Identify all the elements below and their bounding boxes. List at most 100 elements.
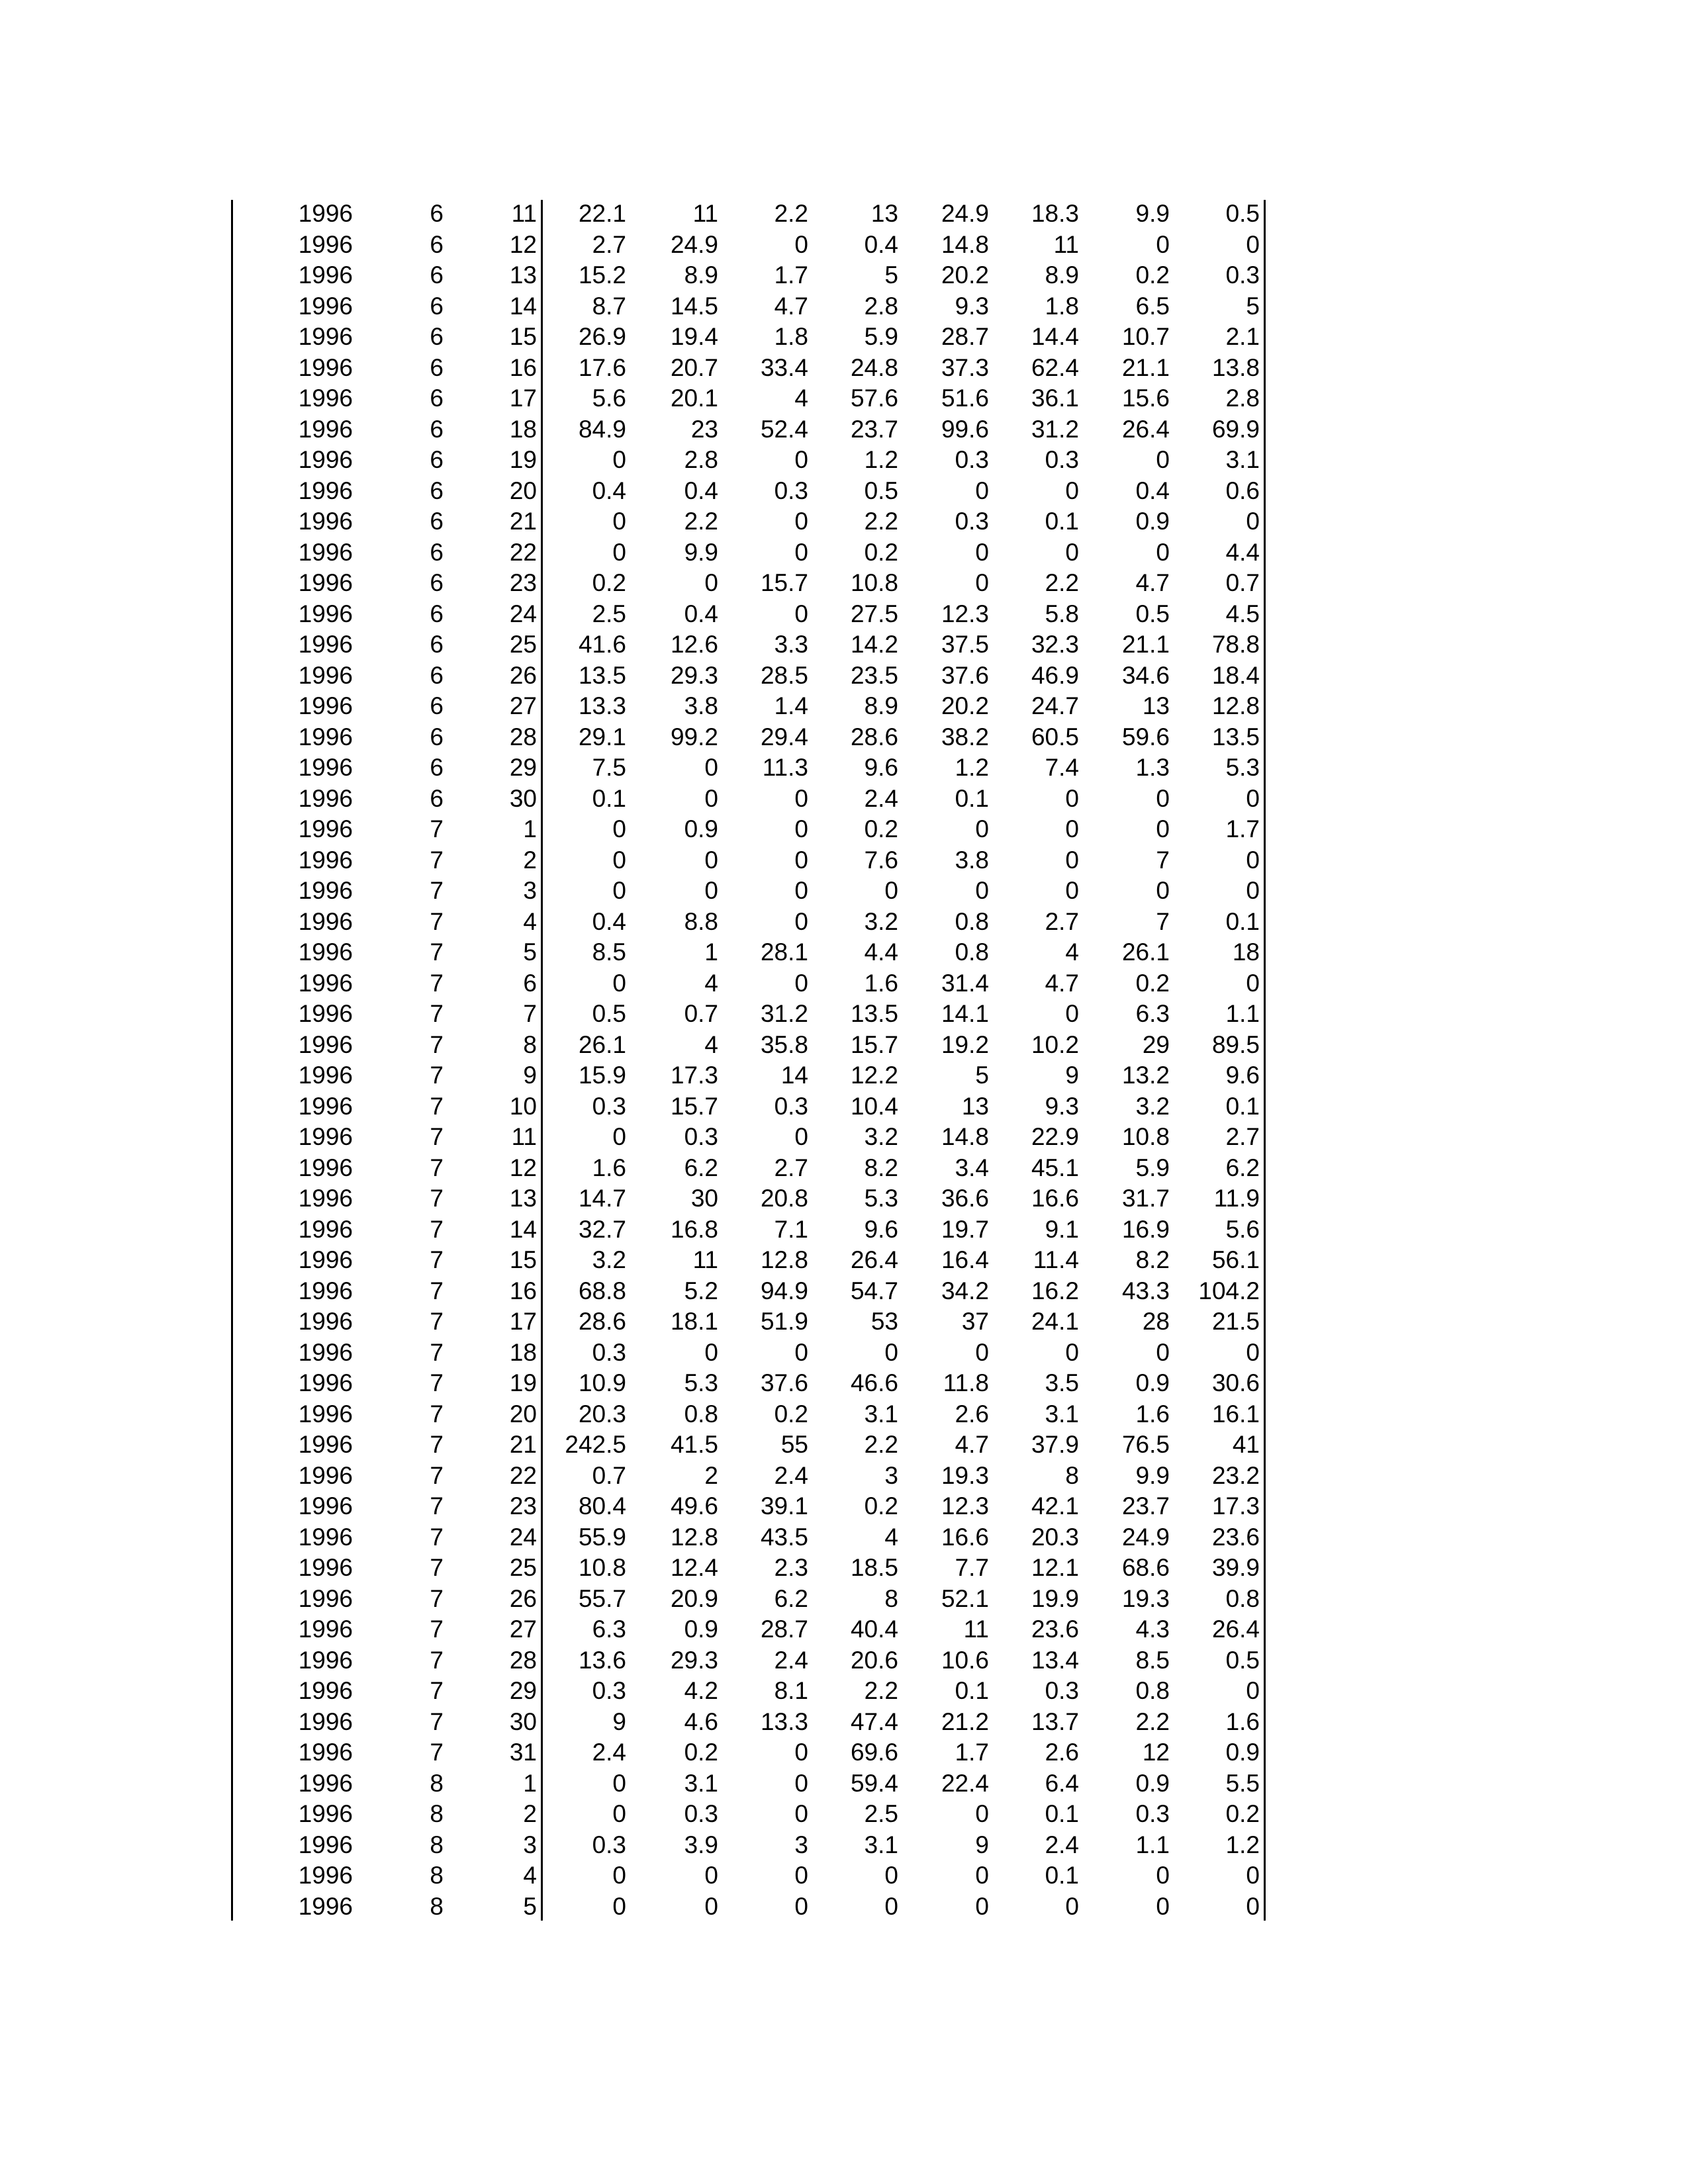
cell-year: 1996 (298, 1739, 353, 1766)
cell-day: 30 (509, 1707, 537, 1735)
cell-year: 1996 (298, 1215, 353, 1243)
cell-year: 1996 (298, 907, 353, 935)
cell-day: 29 (509, 1677, 537, 1704)
cell-value-1: 28.6 (578, 1308, 626, 1335)
cell-value-4: 0.2 (864, 538, 898, 566)
table-row: 1996 8 2 0 0.3 0 2.5 0 0.1 0.3 0.2 (0, 1799, 1688, 1830)
cell-value-4: 57.6 (850, 385, 898, 412)
cell-value-3: 12.8 (760, 1246, 808, 1273)
cell-month: 7 (430, 1431, 444, 1458)
cell-value-7: 24.9 (1121, 1523, 1170, 1551)
cell-value-8: 89.5 (1211, 1030, 1260, 1058)
cell-value-8: 0 (1246, 877, 1260, 904)
cell-value-8: 13.5 (1211, 723, 1260, 751)
cell-value-7: 10.7 (1121, 323, 1170, 350)
cell-value-1: 2.4 (592, 1739, 626, 1766)
cell-month: 6 (430, 508, 444, 535)
cell-value-2: 6.2 (684, 1154, 718, 1181)
cell-day: 28 (509, 1646, 537, 1674)
cell-value-7: 0 (1156, 446, 1170, 473)
cell-value-2: 0 (704, 1862, 718, 1889)
cell-value-8: 16.1 (1211, 1400, 1260, 1428)
cell-value-4: 53 (870, 1308, 898, 1335)
cell-day: 1 (523, 1769, 537, 1797)
cell-value-5: 0.3 (955, 508, 989, 535)
cell-value-2: 17.3 (670, 1062, 718, 1089)
cell-value-7: 2.2 (1135, 1707, 1170, 1735)
cell-value-2: 30 (690, 1185, 718, 1212)
table-row: 1996 7 11 0 0.3 0 3.2 14.8 22.9 10.8 2.7 (0, 1122, 1688, 1153)
cell-month: 6 (430, 385, 444, 412)
cell-value-2: 29.3 (670, 1646, 718, 1674)
table-row: 1996 6 17 5.6 20.1 4 57.6 51.6 36.1 15.6 2.8 (0, 383, 1688, 414)
cell-value-5: 37 (961, 1308, 989, 1335)
cell-value-4: 2.2 (864, 508, 898, 535)
table-row: 1996 7 18 0.3 0 0 0 0 0 0 0 (0, 1338, 1688, 1369)
cell-day: 14 (509, 292, 537, 320)
cell-month: 7 (430, 877, 444, 904)
cell-value-2: 2.2 (684, 508, 718, 535)
cell-value-3: 31.2 (760, 1000, 808, 1027)
cell-value-2: 0 (704, 1338, 718, 1366)
cell-value-1: 0.5 (592, 1000, 626, 1027)
cell-value-4: 4.4 (864, 938, 898, 966)
table-row: 1996 6 25 41.6 12.6 3.3 14.2 37.5 32.3 21.1 78.8 (0, 629, 1688, 660)
cell-value-1: 0 (612, 1862, 626, 1889)
cell-value-8: 0 (1246, 230, 1260, 258)
cell-value-8: 13.8 (1211, 353, 1260, 381)
table-row: 1996 7 4 0.4 8.8 0 3.2 0.8 2.7 7 0.1 (0, 907, 1688, 938)
cell-value-7: 28 (1142, 1308, 1170, 1335)
cell-year: 1996 (298, 1154, 353, 1181)
cell-month: 6 (430, 446, 444, 473)
cell-value-5: 14.1 (941, 1000, 989, 1027)
cell-value-7: 76.5 (1121, 1431, 1170, 1458)
cell-value-6: 0 (1065, 1000, 1079, 1027)
cell-year: 1996 (298, 385, 353, 412)
cell-value-7: 10.8 (1121, 1123, 1170, 1150)
cell-value-8: 1.2 (1225, 1831, 1260, 1858)
table-row: 1996 6 19 0 2.8 0 1.2 0.3 0.3 0 3.1 (0, 445, 1688, 476)
cell-value-5: 0 (975, 538, 989, 566)
cell-value-3: 43.5 (760, 1523, 808, 1551)
cell-value-1: 26.9 (578, 323, 626, 350)
cell-value-7: 26.1 (1121, 938, 1170, 966)
cell-value-4: 4 (884, 1523, 898, 1551)
table-row: 1996 7 26 55.7 20.9 6.2 8 52.1 19.9 19.3 0.8 (0, 1584, 1688, 1615)
cell-value-1: 2.7 (592, 230, 626, 258)
table-row: 1996 7 6 0 4 0 1.6 31.4 4.7 0.2 0 (0, 968, 1688, 999)
cell-value-3: 2.7 (774, 1154, 808, 1181)
cell-day: 25 (509, 1554, 537, 1581)
table-row: 1996 8 5 0 0 0 0 0 0 0 0 (0, 1891, 1688, 1923)
cell-value-8: 0.5 (1225, 1646, 1260, 1674)
cell-value-4: 1.6 (864, 969, 898, 997)
cell-day: 15 (509, 323, 537, 350)
cell-year: 1996 (298, 969, 353, 997)
cell-value-2: 9.9 (684, 538, 718, 566)
cell-value-1: 0 (612, 815, 626, 842)
cell-value-6: 12.1 (1031, 1554, 1079, 1581)
cell-value-6: 11 (1053, 230, 1079, 258)
cell-value-8: 78.8 (1211, 631, 1260, 658)
cell-day: 3 (523, 877, 537, 904)
cell-value-1: 6.3 (592, 1615, 626, 1643)
cell-value-8: 4.4 (1225, 538, 1260, 566)
table-row: 1996 6 26 13.5 29.3 28.5 23.5 37.6 46.9 34.6 18.4 (0, 660, 1688, 692)
cell-month: 6 (430, 230, 444, 258)
cell-month: 8 (430, 1800, 444, 1827)
cell-value-8: 0 (1246, 508, 1260, 535)
cell-value-1: 0.3 (592, 1677, 626, 1704)
cell-value-8: 3.1 (1225, 446, 1260, 473)
cell-value-6: 37.9 (1031, 1431, 1079, 1458)
cell-value-5: 1.2 (955, 754, 989, 781)
cell-value-6: 13.4 (1031, 1646, 1079, 1674)
cell-value-4: 13.5 (850, 1000, 898, 1027)
cell-year: 1996 (298, 1030, 353, 1058)
cell-value-5: 37.3 (941, 353, 989, 381)
cell-value-4: 2.5 (864, 1800, 898, 1827)
table-row: 1996 7 19 10.9 5.3 37.6 46.6 11.8 3.5 0.9 30.6 (0, 1368, 1688, 1399)
cell-value-2: 0.9 (684, 1615, 718, 1643)
cell-value-6: 8 (1065, 1461, 1079, 1489)
cell-value-7: 7 (1156, 907, 1170, 935)
cell-value-6: 31.2 (1031, 415, 1079, 443)
cell-day: 29 (509, 754, 537, 781)
